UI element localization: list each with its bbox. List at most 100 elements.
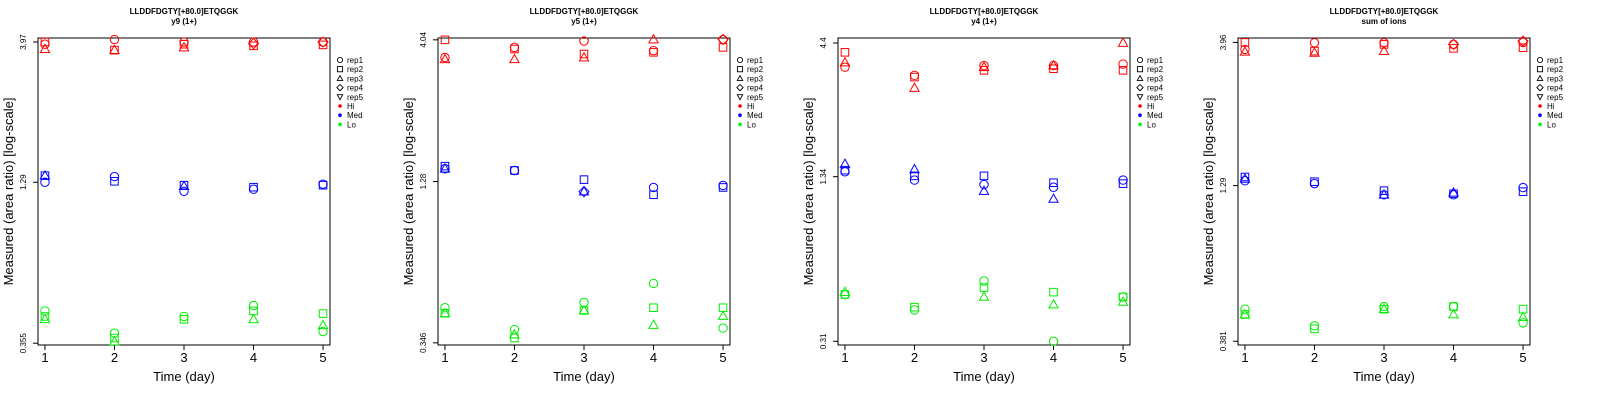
y-tick-label: 0.31 bbox=[819, 333, 828, 349]
data-point bbox=[318, 180, 328, 190]
x-tick-label: 2 bbox=[911, 350, 918, 365]
x-tick-label: 5 bbox=[319, 350, 326, 365]
data-point bbox=[510, 44, 519, 54]
legend-label: Med bbox=[1547, 111, 1563, 120]
data-point bbox=[40, 177, 50, 187]
legend-marker bbox=[1136, 56, 1144, 64]
legend-marker bbox=[1538, 122, 1542, 127]
data-point bbox=[1048, 336, 1059, 347]
series-med bbox=[839, 158, 1128, 203]
data-point bbox=[40, 37, 50, 47]
data-point bbox=[1117, 37, 1129, 47]
legend-marker bbox=[1136, 94, 1144, 101]
legend-label: rep5 bbox=[747, 93, 764, 102]
legend-marker bbox=[736, 74, 744, 81]
data-point bbox=[909, 163, 920, 174]
data-point bbox=[649, 48, 658, 57]
data-point bbox=[110, 333, 119, 343]
legend-label: rep1 bbox=[1147, 56, 1164, 65]
data-point bbox=[178, 180, 190, 191]
data-point bbox=[717, 310, 729, 320]
legend-marker bbox=[1536, 83, 1544, 92]
data-point bbox=[317, 319, 329, 330]
data-point bbox=[318, 326, 328, 337]
x-tick-label: 3 bbox=[1380, 350, 1387, 365]
legend-label: rep1 bbox=[747, 56, 764, 65]
series-hi bbox=[1239, 35, 1529, 57]
data-point bbox=[909, 305, 920, 315]
legend-marker bbox=[336, 83, 344, 92]
legend-marker bbox=[338, 122, 342, 127]
x-axis-label: Time (day) bbox=[1353, 369, 1415, 384]
data-point bbox=[979, 179, 989, 190]
data-point bbox=[648, 182, 659, 193]
y-axis-label: Measured (area ratio) [log-scale] bbox=[1201, 98, 1216, 286]
data-point bbox=[1518, 43, 1528, 52]
plot-frame bbox=[37, 37, 331, 346]
data-point bbox=[509, 42, 520, 53]
legend-marker bbox=[1538, 113, 1542, 117]
series-lo bbox=[1239, 301, 1529, 334]
legend-label: Lo bbox=[347, 120, 356, 129]
data-point bbox=[1049, 178, 1058, 188]
data-point bbox=[439, 307, 451, 318]
data-point bbox=[1240, 304, 1250, 314]
legend-marker bbox=[1138, 113, 1142, 117]
chart-title: LLDDFDGTY[+80.0]ETQGGK bbox=[130, 7, 239, 16]
data-point bbox=[440, 303, 450, 313]
y-axis-label: Measured (area ratio) [log-scale] bbox=[801, 98, 816, 286]
legend-label: Lo bbox=[1147, 120, 1156, 129]
legend-label: Hi bbox=[747, 102, 755, 111]
data-point bbox=[1448, 186, 1459, 197]
data-point bbox=[718, 180, 728, 191]
x-tick-label: 3 bbox=[180, 350, 187, 365]
legend-marker bbox=[736, 83, 744, 92]
data-point bbox=[109, 171, 120, 182]
data-point bbox=[978, 61, 990, 71]
data-point bbox=[248, 313, 259, 324]
data-point bbox=[718, 323, 728, 333]
data-point bbox=[248, 184, 259, 194]
y-tick-label: 1.29 bbox=[19, 174, 28, 190]
x-tick-label: 1 bbox=[1241, 350, 1248, 365]
data-point bbox=[1048, 59, 1059, 70]
series-hi bbox=[39, 34, 329, 55]
x-tick-label: 5 bbox=[719, 350, 726, 365]
chart-subtitle: y9 (1+) bbox=[171, 17, 197, 26]
data-point bbox=[910, 171, 919, 181]
data-point bbox=[247, 37, 260, 50]
legend-marker bbox=[738, 113, 742, 117]
data-point bbox=[109, 34, 120, 45]
data-point bbox=[110, 177, 119, 186]
y-tick-label: 3.96 bbox=[1219, 34, 1228, 50]
data-point bbox=[109, 335, 120, 346]
y-tick-label: 1.34 bbox=[819, 168, 828, 184]
chart-subtitle: y4 (1+) bbox=[971, 17, 997, 26]
data-point bbox=[439, 53, 451, 64]
y-tick-label: 4.4 bbox=[819, 37, 828, 49]
legend-label: rep2 bbox=[747, 65, 764, 74]
data-point bbox=[1048, 193, 1059, 203]
data-point bbox=[840, 48, 850, 57]
data-point bbox=[440, 161, 450, 171]
data-point bbox=[979, 171, 989, 181]
data-point bbox=[1118, 179, 1128, 188]
data-point bbox=[1048, 182, 1059, 192]
series-hi bbox=[839, 37, 1129, 92]
legend-label: rep2 bbox=[1547, 65, 1564, 74]
legend-label: Lo bbox=[747, 120, 756, 129]
legend-label: Hi bbox=[1147, 102, 1155, 111]
data-point bbox=[440, 52, 450, 63]
data-point bbox=[1048, 298, 1059, 309]
legend-label: rep2 bbox=[1147, 65, 1164, 74]
legend-marker bbox=[338, 113, 342, 117]
legend-label: rep4 bbox=[1147, 84, 1164, 93]
data-point bbox=[839, 56, 851, 67]
data-point bbox=[910, 302, 919, 312]
data-point bbox=[648, 278, 659, 289]
